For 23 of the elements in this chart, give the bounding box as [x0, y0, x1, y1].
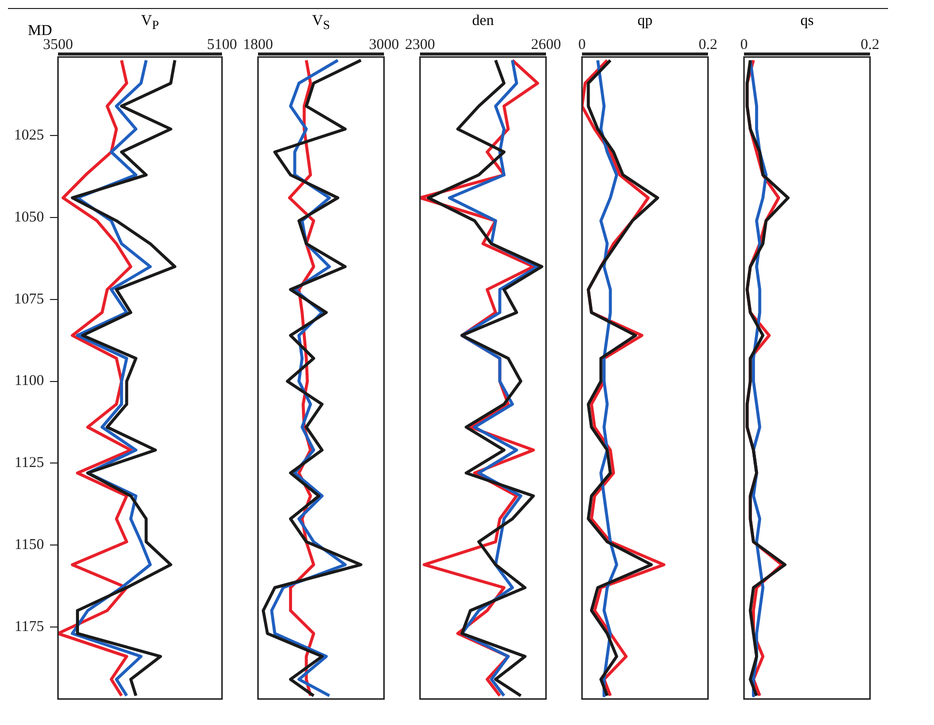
- y-tick-label: 1075: [14, 291, 44, 308]
- x-tick-label: 5100: [207, 36, 237, 53]
- x-tick-label: 0: [578, 36, 586, 53]
- x-tick-label: 2600: [531, 36, 561, 53]
- y-tick-label: 1050: [14, 209, 44, 226]
- x-tick-label: 3500: [43, 36, 73, 53]
- y-tick-label: 1100: [14, 373, 44, 390]
- x-axis-title: qs: [799, 13, 815, 30]
- x-axis-title: qp: [636, 13, 654, 30]
- y-tick-label: 1150: [14, 536, 44, 553]
- x-tick-label: 1800: [243, 36, 273, 53]
- y-axis-title: MD: [26, 23, 54, 39]
- y-tick-label: 1175: [14, 618, 44, 635]
- x-axis-title: den: [471, 13, 495, 30]
- x-tick-label: 0.2: [698, 36, 718, 53]
- x-tick-label: 0: [740, 36, 748, 53]
- y-tick-label: 1025: [14, 128, 44, 144]
- y-tick-label: 1125: [14, 455, 44, 472]
- x-axis-title: V$_{P}$: [140, 13, 160, 33]
- x-tick-label: 2300: [405, 36, 435, 53]
- x-tick-label: 0.2: [860, 36, 880, 53]
- x-tick-label: 3000: [369, 36, 399, 53]
- x-axis-title: V$_{S}$: [311, 13, 331, 33]
